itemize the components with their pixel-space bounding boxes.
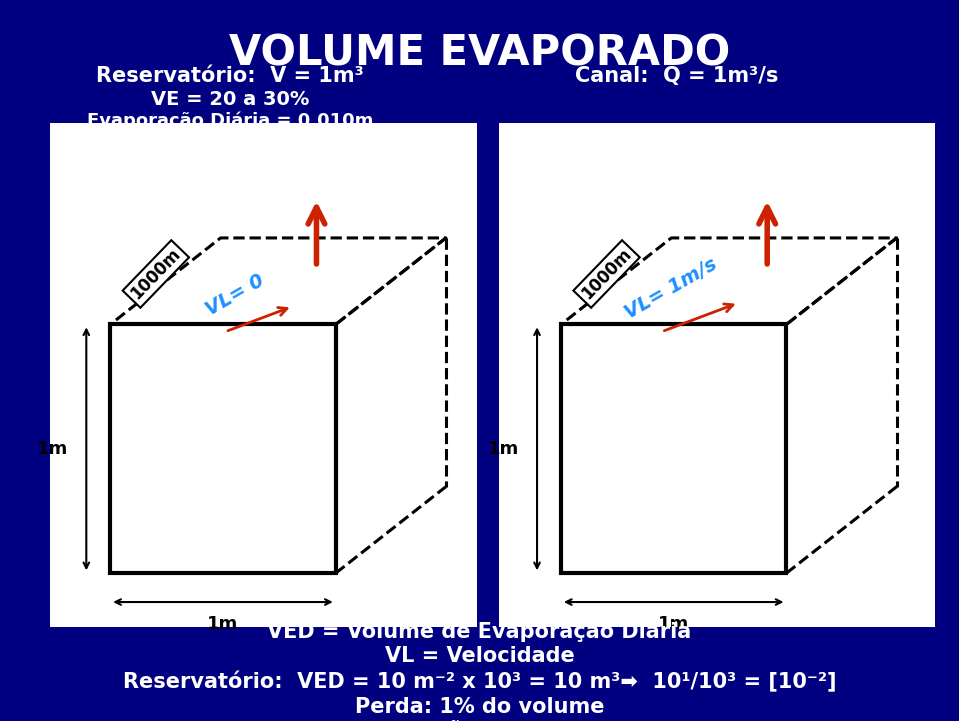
Text: 1m: 1m xyxy=(207,615,239,632)
Text: Perda: 1% do volume: Perda: 1% do volume xyxy=(355,696,604,717)
Bar xyxy=(110,324,336,573)
Text: VL= 1m/s: VL= 1m/s xyxy=(621,255,721,322)
Text: 1000m: 1000m xyxy=(578,245,635,303)
Text: VL= 0: VL= 0 xyxy=(202,271,268,320)
Text: VE = 20 a 30%: VE = 20 a 30% xyxy=(151,90,310,109)
Text: 1000m: 1000m xyxy=(128,245,184,303)
Text: Evaporação Diária = 0.010m: Evaporação Diária = 0.010m xyxy=(87,112,373,131)
Text: 1m: 1m xyxy=(488,440,519,458)
Text: Reservatório:  VED = 10 m⁻² x 10³ = 10 m³➡  10¹/10³ = [10⁻²]: Reservatório: VED = 10 m⁻² x 10³ = 10 m³… xyxy=(123,671,836,692)
Bar xyxy=(50,123,477,627)
Text: VOLUME EVAPORADO: VOLUME EVAPORADO xyxy=(229,32,730,74)
Bar xyxy=(561,324,786,573)
Text: 1m: 1m xyxy=(658,615,690,632)
Text: VL = Velocidade: VL = Velocidade xyxy=(385,646,574,666)
Text: VED = Volume de Evaporação Diária: VED = Volume de Evaporação Diária xyxy=(268,620,691,642)
Text: Canal:  Q = 1m³/s: Canal: Q = 1m³/s xyxy=(575,66,779,86)
Text: 1m: 1m xyxy=(37,440,68,458)
Text: VE = 3 a 5%: VE = 3 a 5% xyxy=(720,122,853,141)
Text: Reservatório:  V = 1m³: Reservatório: V = 1m³ xyxy=(96,66,364,86)
Bar xyxy=(499,123,935,627)
